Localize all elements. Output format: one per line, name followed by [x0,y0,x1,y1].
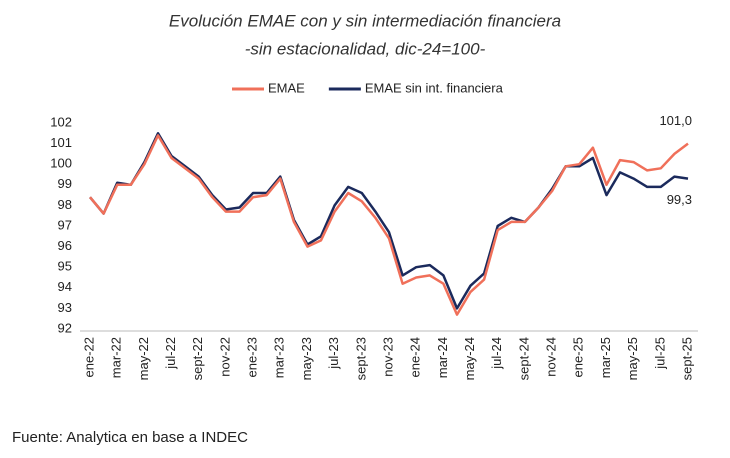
y-tick-label: 92 [58,320,72,335]
x-tick-label: jul-23 [326,337,341,370]
y-tick-label: 93 [58,300,72,315]
x-tick-label: mar-23 [272,337,287,378]
series-line [89,134,689,316]
x-tick-label: jul-24 [489,337,504,370]
x-tick-label: sept-24 [516,337,531,380]
x-tick-label: nov-22 [217,337,232,377]
y-tick-label: 94 [58,279,72,294]
chart-subtitle: -sin estacionalidad, dic-24=100- [245,39,486,58]
x-tick-label: sept-25 [679,337,694,380]
x-tick-label: ene-24 [408,337,423,377]
legend-label: EMAE sin int. financiera [365,80,504,95]
x-tick-label: sept-22 [190,337,205,380]
x-tick-label: mar-24 [435,337,450,378]
y-tick-label: 98 [58,197,72,212]
source-note: Fuente: Analytica en base a INDEC [12,429,248,446]
y-tick-label: 100 [50,156,72,171]
x-tick-label: mar-25 [598,337,613,378]
series-line [89,132,689,310]
x-tick-label: ene-22 [81,337,96,377]
x-tick-label: may-25 [625,337,640,380]
x-tick-label: nov-24 [544,337,559,377]
x-tick-label: nov-23 [380,337,395,377]
y-tick-label: 97 [58,217,72,232]
x-tick-label: jul-25 [652,337,667,370]
x-tick-label: may-24 [462,337,477,380]
x-tick-label: ene-23 [245,337,260,377]
y-tick-label: 101 [50,135,72,150]
x-tick-label: sept-23 [353,337,368,380]
x-tick-label: jul-22 [163,337,178,370]
chart-title: Evolución EMAE con y sin intermediación … [169,11,561,30]
value-label: 99,3 [667,192,692,207]
x-tick-label: ene-25 [571,337,586,377]
x-tick-label: may-22 [136,337,151,380]
x-tick-label: mar-22 [109,337,124,378]
y-tick-label: 102 [50,114,72,129]
y-tick-label: 96 [58,238,72,253]
y-tick-label: 99 [58,176,72,191]
legend-label: EMAE [268,80,305,95]
y-tick-label: 95 [58,259,72,274]
value-label: 101,0 [659,113,692,128]
x-tick-label: may-23 [299,337,314,380]
